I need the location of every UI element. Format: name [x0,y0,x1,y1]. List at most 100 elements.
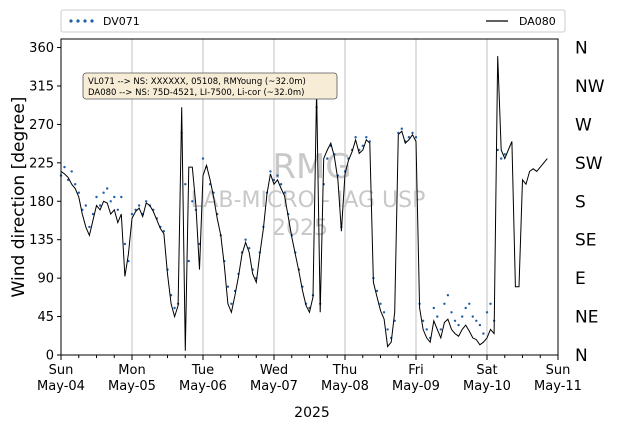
data-point-dv071 [145,200,148,203]
data-point-dv071 [450,311,453,314]
x-tick-label-date: May-11 [534,379,582,394]
data-point-dv071 [120,195,123,199]
data-point-dv071 [130,212,134,216]
x-tick-label-day: Sun [546,363,571,378]
data-point-dv071 [95,195,98,199]
y-axis-label: Wind direction [degree] [9,97,29,298]
data-point-dv071 [485,311,489,314]
watermark-title: RMG [272,147,351,187]
compass-label: N [575,346,588,366]
data-point-dv071 [184,183,187,186]
y-tick-label: 45 [37,310,54,325]
x-tick-label-day: Sun [49,363,74,378]
data-point-dv071 [425,328,428,331]
x-tick-label-day: Mon [118,363,145,378]
x-axis-label: 2025 [294,405,330,421]
data-point-dv071 [226,285,230,288]
data-point-dv071 [475,319,478,322]
data-point-dv071 [279,183,283,186]
data-point-dv071 [63,165,66,169]
compass-label: NE [575,308,598,328]
data-point-dv071 [191,200,194,203]
data-point-dv071 [272,178,276,182]
x-tick-label-date: May-07 [250,379,298,394]
data-point-dv071 [489,302,492,305]
annotation-line-2: DA080 --> NS: 75D-4521, LI-7500, Li-cor … [88,88,304,98]
series-da080-line [60,56,548,351]
data-point-dv071 [382,311,386,314]
data-point-dv071 [421,319,425,322]
x-tick-label-day: Wed [260,363,288,378]
data-point-dv071 [461,315,464,318]
data-point-dv071 [443,302,446,305]
data-point-dv071 [113,195,116,199]
x-axis-ticks: SunMay-04MonMay-05TueMay-06WedMay-07ThuM… [37,355,582,394]
data-point-dv071 [244,238,247,241]
data-point-dv071 [162,230,166,233]
data-point-dv071 [269,170,272,173]
data-point-dv071 [482,332,485,335]
data-point-dv071 [70,170,73,173]
compass-label: NW [575,77,605,97]
legend-dots-swatch [69,19,94,23]
compass-label: E [575,269,586,289]
watermark-subtitle: LAB-MICRO - IAG USP [191,188,426,213]
data-point-dv071 [446,294,450,297]
annotation-box: VL071 --> NS: XXXXXX, 05108, RMYoung (~3… [82,72,338,100]
x-tick-label-date: May-05 [108,379,156,394]
data-point-dv071 [436,315,439,318]
y-tick-label: 0 [46,349,54,364]
x-tick-label-date: May-08 [321,379,369,394]
data-point-dv071 [123,242,127,246]
data-point-dv071 [503,153,506,156]
legend-label-da080: DA080 [519,15,556,28]
data-point-dv071 [439,328,442,331]
data-point-dv071 [386,328,389,331]
data-point-dv071 [283,191,286,194]
y-tick-label: 90 [37,272,54,287]
data-point-dv071 [457,323,460,327]
x-tick-label-day: Thu [332,363,357,378]
data-point-dv071 [478,323,482,327]
data-point-dv071 [500,157,503,160]
x-tick-label-date: May-10 [463,379,511,394]
data-point-dv071 [407,136,411,139]
compass-labels: N NE E SE S SW W NW N [575,39,605,366]
data-point-dv071 [77,191,81,194]
data-point-dv071 [354,136,357,139]
data-point-dv071 [84,204,88,207]
data-point-dv071 [379,302,382,305]
data-point-dv071 [230,302,233,305]
watermark: RMG LAB-MICRO - IAG USP 2025 [191,147,426,241]
data-point-dv071 [326,157,329,160]
data-point-dv071 [471,315,474,318]
x-tick-label-day: Fri [408,363,424,378]
data-point-dv071 [276,174,279,177]
x-tick-label-date: May-09 [392,379,440,394]
data-point-dv071 [414,136,418,139]
data-point-dv071 [411,131,414,135]
y-axis-ticks: 0 45 90 135 180 225 270 315 360 [29,41,61,364]
data-point-dv071 [375,289,379,293]
annotation-line-1: VL071 --> NS: XXXXXX, 05108, RMYoung (~3… [88,77,306,87]
x-tick-label-day: Sat [476,363,497,378]
data-point-dv071 [496,148,499,152]
y-tick-label: 270 [29,118,54,133]
data-point-dv071 [187,259,190,263]
data-point-dv071 [137,204,141,207]
data-point-dv071 [106,187,109,190]
x-tick-label-date: May-04 [37,379,85,394]
data-point-dv071 [365,136,368,139]
y-tick-label: 225 [29,156,54,171]
compass-label: SW [575,154,603,174]
legend-label-dv071: DV071 [103,15,140,28]
data-point-dv071 [400,127,403,130]
y-tick-label: 315 [29,79,54,94]
watermark-year: 2025 [272,216,328,241]
x-tick-label-date: May-06 [179,379,227,394]
compass-label: SE [575,231,597,251]
data-point-dv071 [173,306,176,310]
x-tick-label-day: Tue [191,363,214,378]
data-point-dv071 [453,319,457,322]
